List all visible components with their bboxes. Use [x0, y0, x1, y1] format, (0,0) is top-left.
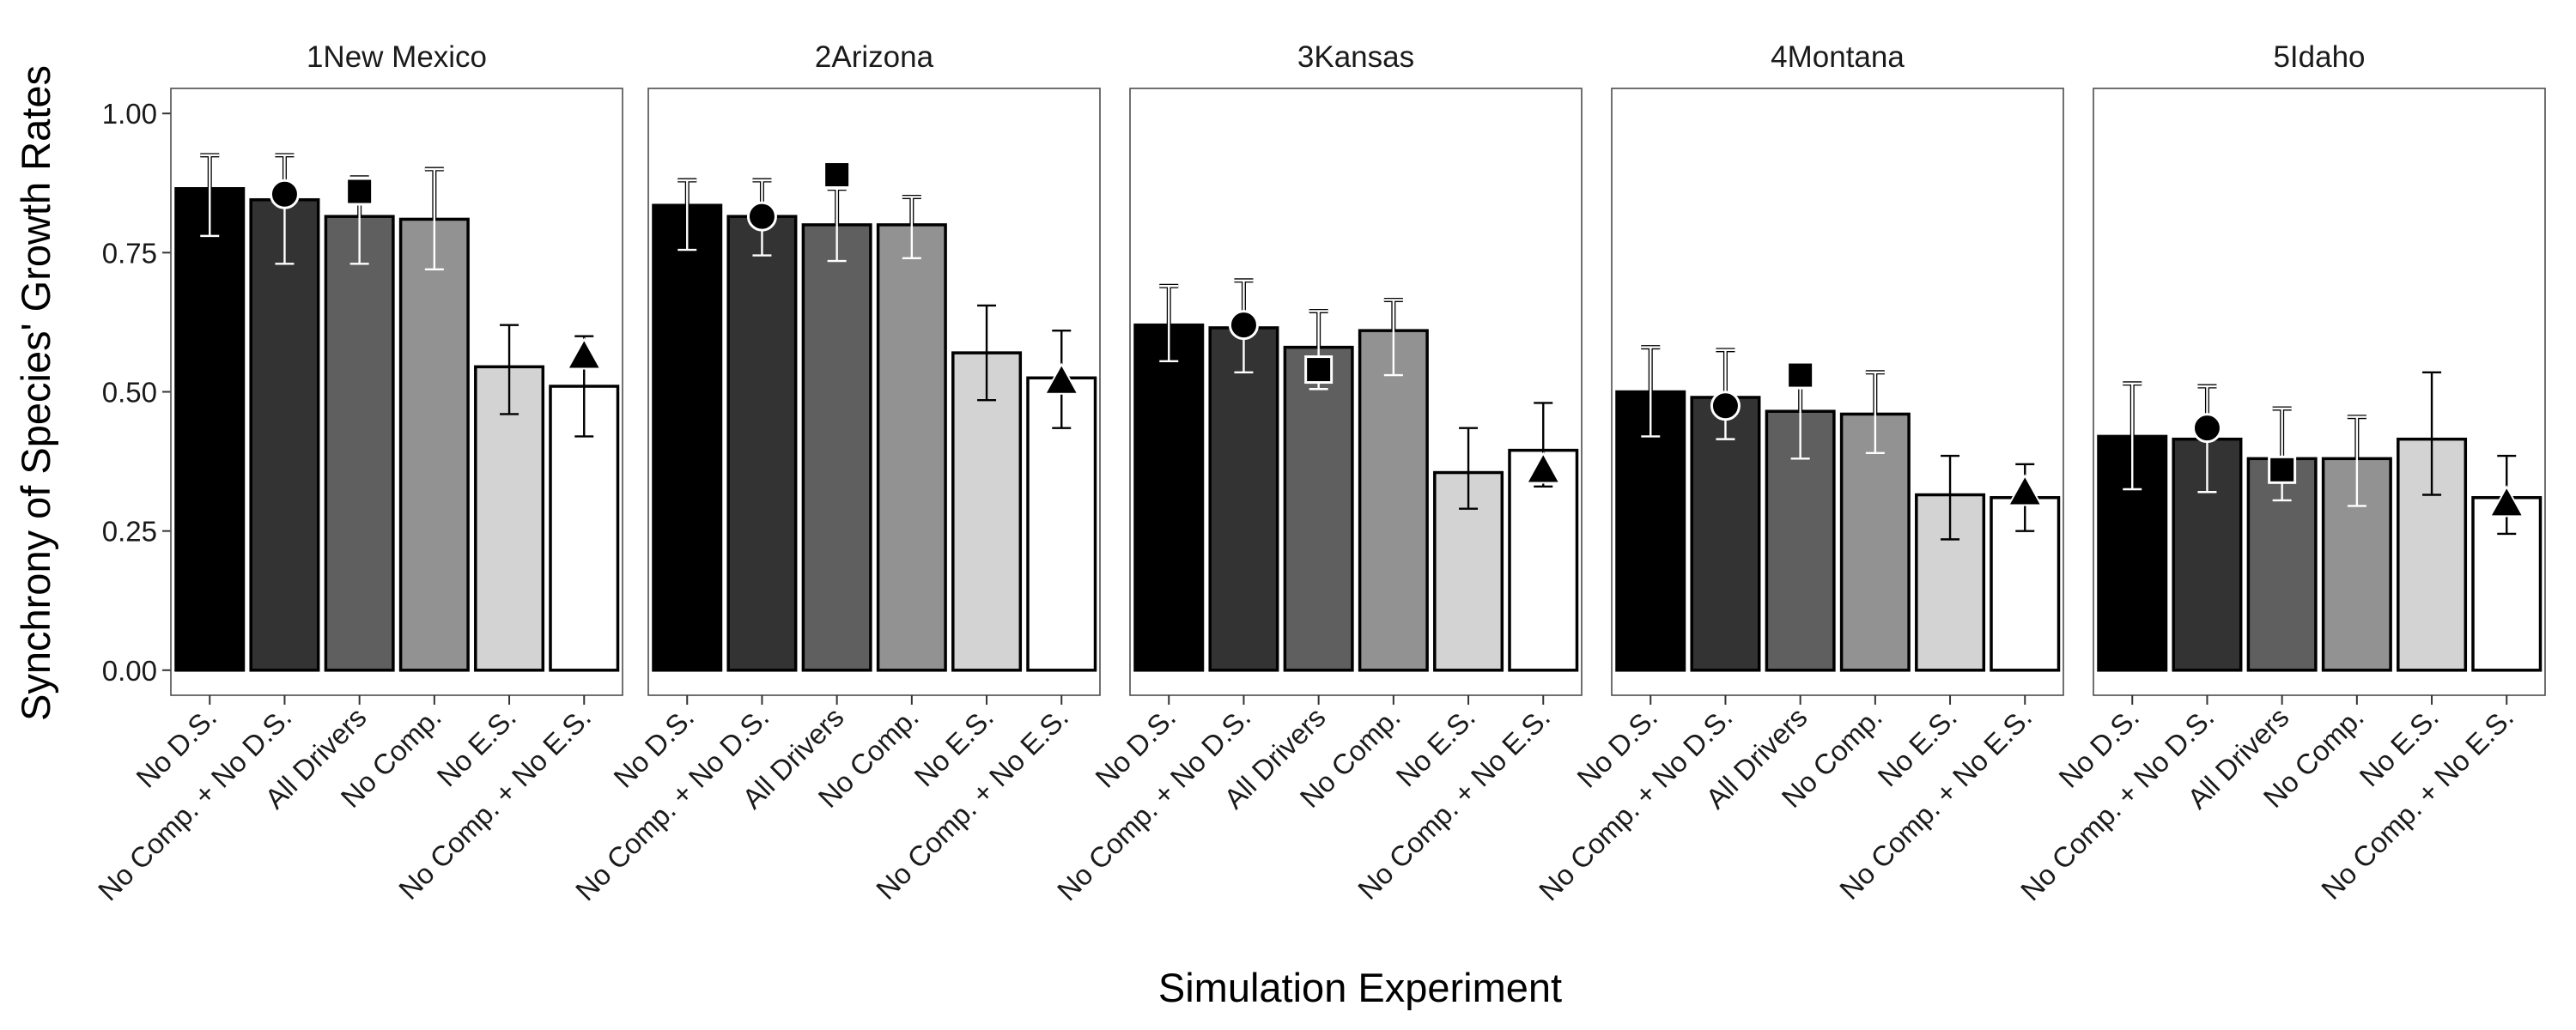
error-bar [1865, 370, 1885, 455]
error-bar [902, 194, 921, 260]
observed-circle-point [746, 201, 777, 232]
bar [324, 215, 395, 672]
bar [876, 223, 947, 672]
bar [1615, 390, 1686, 672]
observed-circle-point [1710, 391, 1741, 421]
error-bar [500, 324, 519, 415]
error-bar [424, 167, 444, 271]
y-tick-label: 0.50 [102, 377, 157, 409]
error-bar [1383, 297, 1403, 377]
observed-triangle-point [566, 337, 602, 370]
bar [249, 197, 320, 672]
observed-circle-point [269, 179, 300, 209]
bar [1208, 326, 1279, 672]
bar [652, 203, 723, 672]
bar [951, 351, 1023, 672]
error-bar [977, 304, 997, 402]
y-tick-label: 0.25 [102, 516, 157, 548]
observed-triangle-point [2488, 485, 2524, 518]
observed-triangle-point [2007, 474, 2043, 506]
bar [1508, 448, 1579, 672]
panel-title: 5Idaho [2273, 40, 2365, 74]
error-bar [1641, 345, 1661, 438]
panel-frame [1611, 88, 2064, 696]
observed-square-point [345, 177, 374, 206]
bar [1690, 396, 1761, 672]
error-bar [2123, 381, 2142, 491]
bar [474, 365, 545, 672]
panel-frame [647, 88, 1101, 696]
error-bar [1941, 454, 1960, 541]
panel-title: 1New Mexico [307, 40, 487, 74]
panel-frame [170, 88, 623, 696]
observed-triangle-point [1043, 362, 1079, 395]
y-tick-label: 0.00 [102, 655, 157, 687]
bar [1133, 323, 1205, 672]
observed-square-point [823, 161, 852, 190]
observed-square-point [2268, 455, 2297, 484]
observed-circle-point [1228, 310, 1259, 341]
bar [726, 215, 798, 672]
observed-square-point [1304, 355, 1334, 385]
error-bar [677, 178, 697, 251]
y-tick-label: 0.75 [102, 237, 157, 269]
error-bar [2272, 406, 2292, 502]
y-axis-title: Synchrony of Species' Growth Rates [13, 65, 58, 721]
observed-triangle-point [1525, 451, 1561, 484]
bar [1283, 345, 1354, 672]
panel-frame [2093, 88, 2546, 696]
panel-title: 2Arizona [815, 40, 934, 74]
error-bar [1159, 283, 1179, 363]
x-axis-title: Simulation Experiment [1158, 965, 1562, 1010]
observed-circle-point [2191, 413, 2222, 444]
error-bar [2422, 371, 2442, 496]
bar [398, 217, 470, 672]
bar [1358, 329, 1429, 672]
panel-title: 3Kansas [1297, 40, 1414, 74]
error-bar [1716, 348, 1735, 440]
panel-frame [1129, 88, 1583, 696]
observed-square-point [1786, 360, 1815, 390]
error-bar [200, 153, 220, 238]
bar [801, 223, 872, 672]
y-tick-label: 1.00 [102, 98, 157, 130]
panel-title: 4Montana [1771, 40, 1905, 74]
error-bar [1459, 427, 1479, 510]
error-bar [2347, 415, 2366, 507]
error-bar [1234, 278, 1254, 373]
bar [174, 187, 246, 672]
